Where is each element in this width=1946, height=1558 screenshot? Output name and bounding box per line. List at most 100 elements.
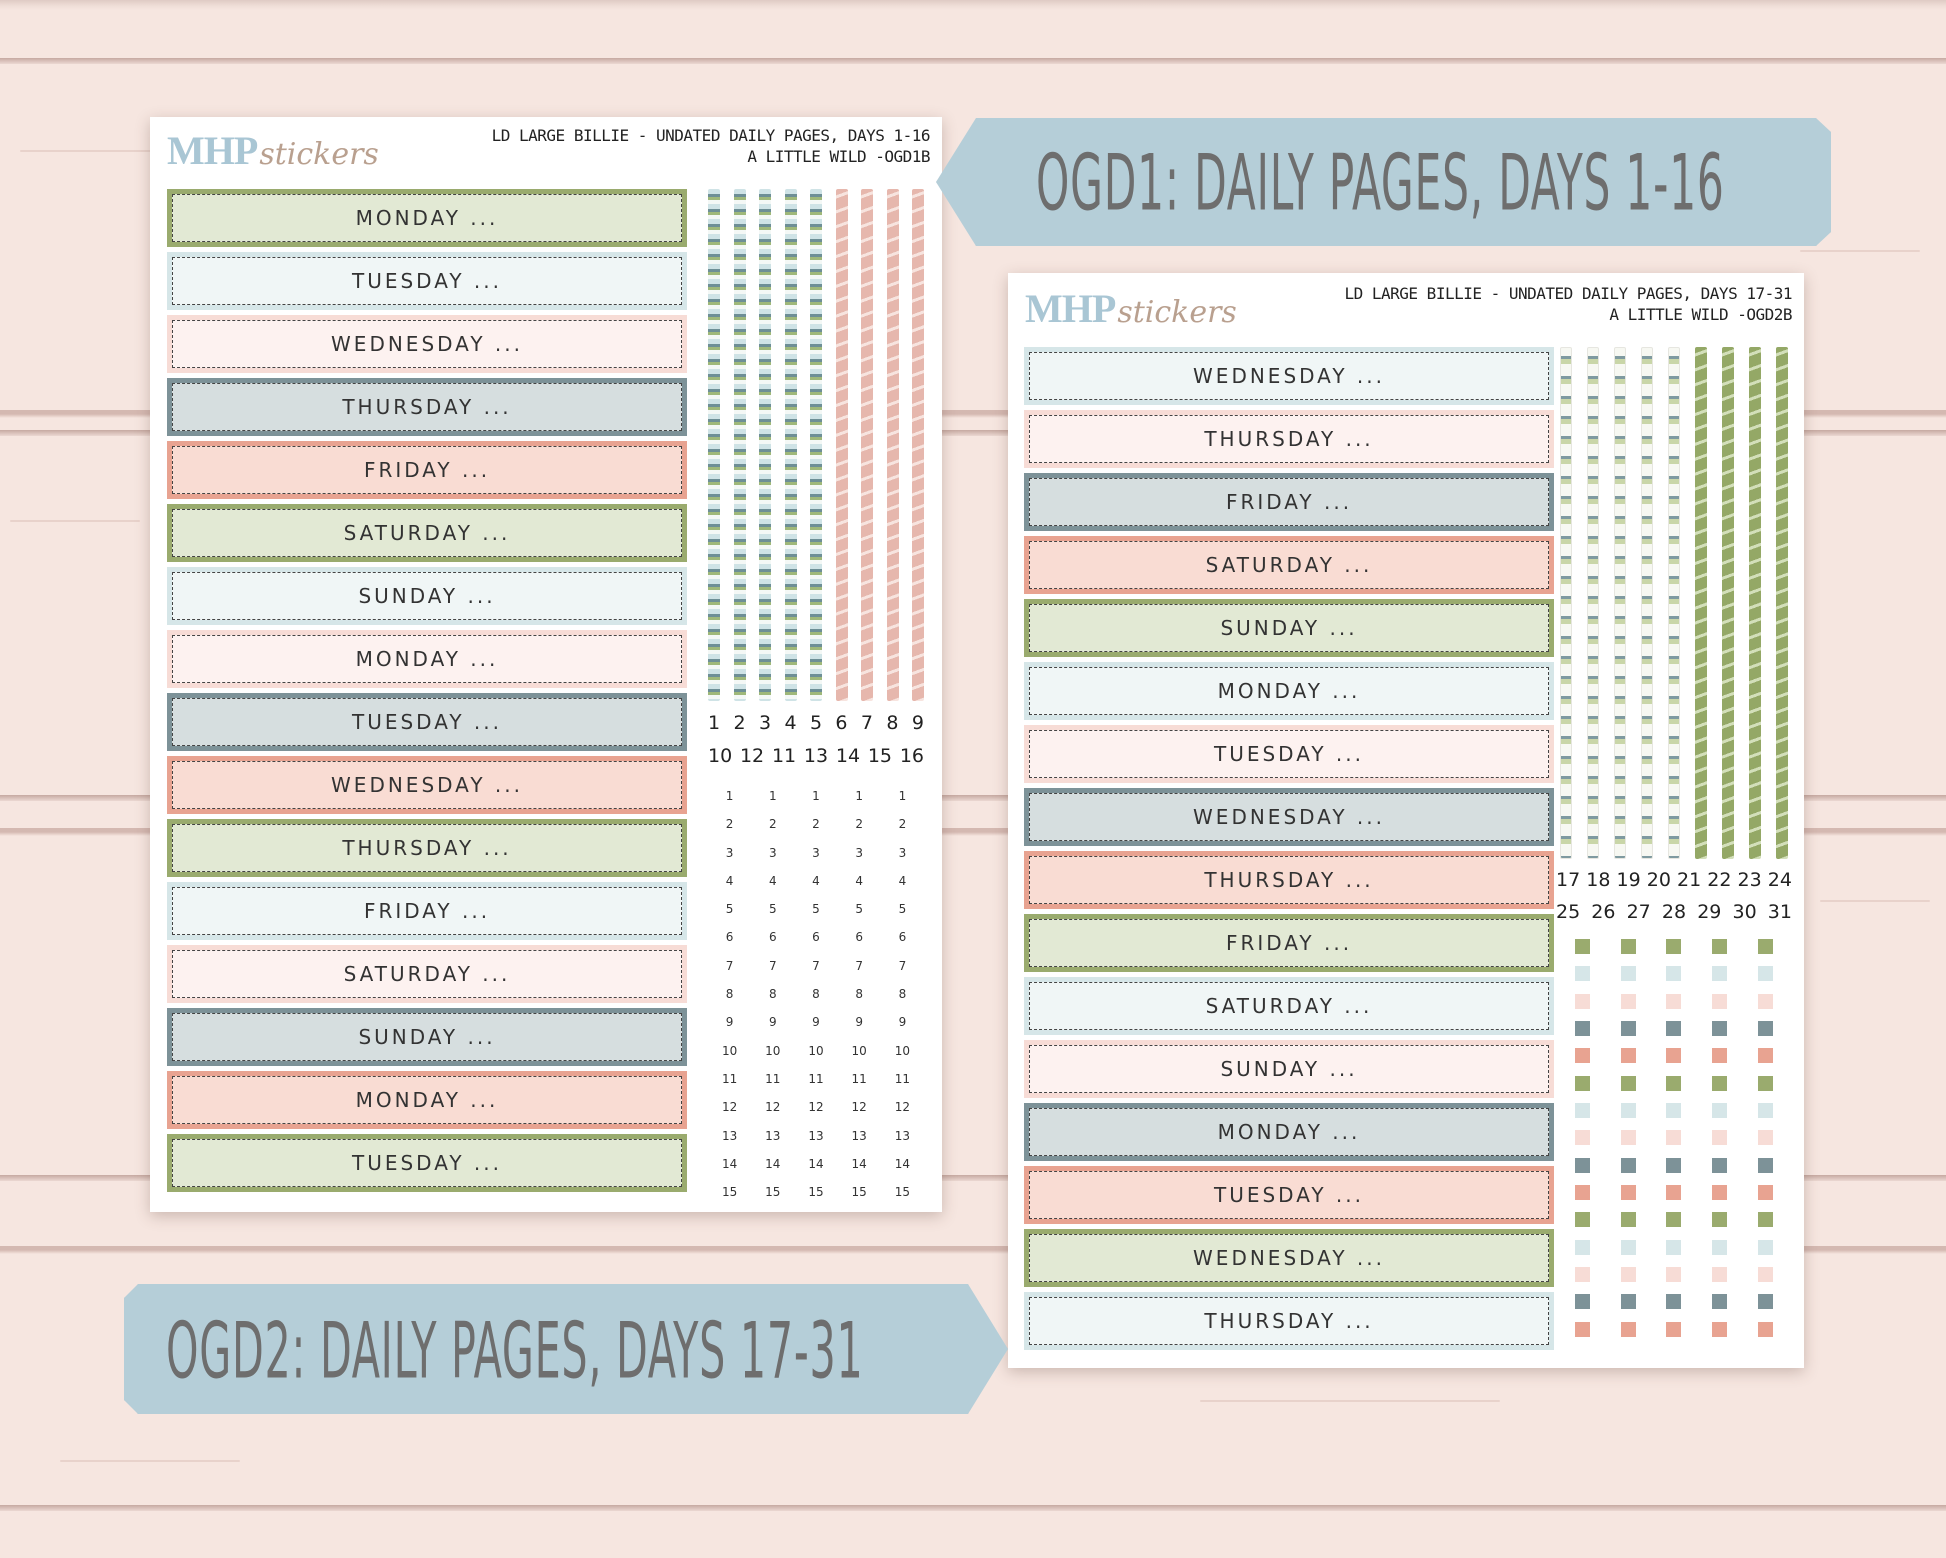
color-dot-sticker (1620, 966, 1636, 982)
day-label-sticker: SATURDAY ... (1024, 536, 1554, 594)
color-dot-sticker (1620, 1021, 1636, 1037)
color-dot-sticker (1712, 993, 1728, 1009)
sheet-title-line2: A LITTLE WILD -OGD2B (1609, 305, 1792, 324)
wood-grain (1820, 900, 1930, 902)
color-dot-sticker (1712, 1212, 1728, 1228)
color-dot-sticker (1757, 1212, 1773, 1228)
date-number: 10 (708, 745, 733, 767)
small-date-number: 9 (725, 1015, 734, 1030)
color-dot-sticker (1620, 939, 1636, 955)
date-number: 31 (1767, 901, 1792, 923)
color-dot-sticker (1712, 939, 1728, 955)
date-number: 25 (1556, 901, 1581, 923)
washi-strip-white (1587, 347, 1599, 859)
washi-strip-blue (784, 189, 797, 701)
color-dot-sticker (1575, 1103, 1591, 1119)
date-number: 26 (1591, 901, 1616, 923)
day-label-text: THURSDAY ... (1029, 856, 1549, 904)
small-date-number: 5 (768, 902, 777, 917)
color-dot-sticker (1620, 993, 1636, 1009)
date-number: 2 (733, 712, 746, 734)
date-number: 5 (809, 712, 823, 734)
small-date-number: 15 (851, 1185, 867, 1200)
day-label-text: WEDNESDAY ... (1029, 1234, 1549, 1282)
washi-strip-pink (912, 189, 924, 701)
day-label-text: WEDNESDAY ... (1029, 352, 1549, 400)
day-label-sticker: THURSDAY ... (167, 819, 687, 877)
small-date-number: 8 (812, 987, 820, 1002)
day-label-text: WEDNESDAY ... (172, 761, 682, 809)
day-label-sticker: MONDAY ... (167, 1071, 687, 1129)
color-dot-sticker (1620, 1130, 1636, 1146)
date-number: 13 (803, 745, 829, 767)
wood-plank-seam (0, 58, 1946, 64)
small-date-number: 1 (768, 789, 777, 803)
day-label-text: MONDAY ... (172, 194, 682, 242)
date-number: 15 (867, 745, 893, 767)
wood-grain (1200, 1400, 1500, 1402)
small-date-number: 8 (768, 987, 777, 1002)
day-label-sticker: FRIDAY ... (1024, 473, 1554, 531)
color-dot-sticker (1712, 1321, 1728, 1337)
color-dot-sticker (1757, 1294, 1773, 1310)
small-date-number: 4 (855, 873, 864, 888)
sheet-title: LD LARGE BILLIE - UNDATED DAILY PAGES, D… (1344, 283, 1792, 325)
wood-grain (20, 150, 160, 152)
small-date-number: 7 (855, 958, 864, 973)
day-label-sticker: THURSDAY ... (1024, 1292, 1554, 1350)
small-date-number: 7 (725, 958, 734, 973)
color-dot-sticker (1757, 1157, 1773, 1173)
logo-main: MHP (167, 128, 258, 173)
small-date-number: 10 (765, 1043, 781, 1058)
day-label-sticker: TUESDAY ... (167, 693, 687, 751)
color-dot-sticker (1712, 1021, 1728, 1037)
small-date-number: 4 (812, 873, 820, 888)
color-dot-sticker (1620, 1321, 1636, 1337)
washi-strip-group (1560, 347, 1788, 859)
small-date-number: 14 (721, 1156, 738, 1171)
day-label-sticker: WEDNESDAY ... (1024, 347, 1554, 405)
day-label-sticker: TUESDAY ... (167, 1134, 687, 1192)
small-date-number: 15 (808, 1185, 824, 1200)
small-date-number: 6 (768, 930, 777, 945)
color-dot-sticker (1666, 1021, 1682, 1037)
day-label-sticker: THURSDAY ... (1024, 851, 1554, 909)
color-dot-sticker (1575, 1321, 1591, 1337)
small-date-number: 12 (808, 1100, 824, 1115)
wood-grain (10, 520, 140, 522)
washi-strip-pink (861, 189, 873, 701)
day-label-text: SUNDAY ... (1029, 1045, 1549, 1093)
small-date-number: 1 (898, 789, 907, 803)
day-label-sticker: FRIDAY ... (1024, 914, 1554, 972)
date-number: 16 (899, 745, 924, 767)
washi-strip-group (708, 189, 924, 701)
small-date-number: 12 (894, 1100, 911, 1115)
color-dot-sticker (1666, 1212, 1682, 1228)
date-number: 29 (1697, 901, 1722, 923)
color-dot-sticker (1712, 1157, 1728, 1173)
day-label-text: WEDNESDAY ... (1029, 793, 1549, 841)
sheet-title-line1: LD LARGE BILLIE - UNDATED DAILY PAGES, D… (491, 126, 931, 145)
day-label-text: TUESDAY ... (172, 257, 682, 305)
date-number: 20 (1646, 869, 1671, 891)
color-dot-sticker (1757, 1239, 1773, 1255)
logo-script: stickers (259, 137, 379, 172)
wood-plank-seam (0, 1175, 1946, 1181)
day-label-text: FRIDAY ... (172, 887, 682, 935)
washi-strip-green (1722, 347, 1734, 859)
color-dot-sticker (1666, 993, 1682, 1009)
color-dot-sticker (1575, 1130, 1591, 1146)
color-dot-sticker (1666, 939, 1682, 955)
day-label-sticker: MONDAY ... (167, 630, 687, 688)
color-dot-sticker (1712, 1185, 1728, 1201)
small-date-number: 13 (851, 1128, 867, 1143)
day-label-text: THURSDAY ... (1029, 1297, 1549, 1345)
date-number: 18 (1586, 869, 1611, 891)
color-dot-sticker (1620, 1157, 1636, 1173)
wood-grain (1800, 250, 1920, 252)
small-date-number: 5 (855, 902, 864, 917)
color-dot-sticker (1712, 1294, 1728, 1310)
day-label-text: TUESDAY ... (172, 698, 682, 746)
day-label-text: SATURDAY ... (172, 950, 682, 998)
